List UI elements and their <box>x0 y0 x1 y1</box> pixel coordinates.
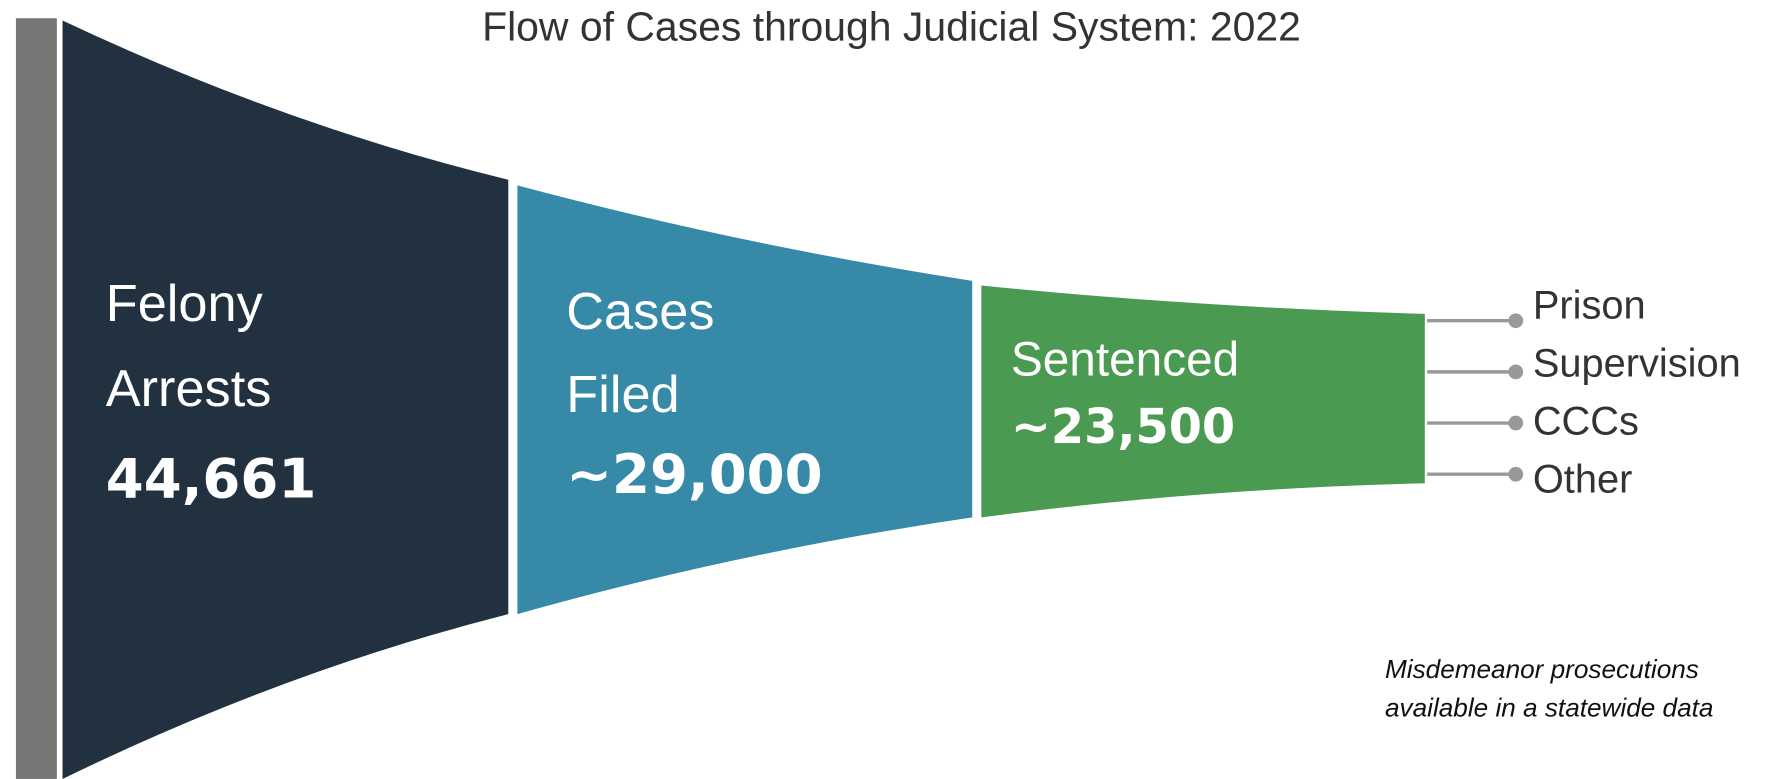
stage-label: Filed <box>566 366 679 424</box>
stage-value: ~23,500 <box>1011 400 1235 455</box>
connector-dot <box>1508 466 1524 482</box>
stage-label: Arrests <box>106 360 272 418</box>
stage-label: Felony <box>106 275 264 333</box>
note: Misdemeanor prosecutions <box>1385 654 1699 684</box>
stage-shape <box>981 285 1425 518</box>
stage-shape <box>62 20 509 779</box>
connector-dot <box>1508 415 1524 431</box>
connector-dot <box>1508 364 1524 380</box>
outcome-connectors <box>1427 313 1524 482</box>
source-bar <box>15 18 57 779</box>
stage-value: ~29,000 <box>566 442 822 506</box>
outcome-label: CCCs <box>1533 400 1639 444</box>
outcome-label: Prison <box>1533 284 1646 328</box>
stage-value: 44,661 <box>106 446 317 510</box>
stage-shape <box>517 185 973 615</box>
note: available in a statewide data <box>1385 693 1713 723</box>
stage-label: Sentenced <box>1011 333 1239 386</box>
connector-dot <box>1508 313 1524 329</box>
title: Flow of Cases through Judicial System: 2… <box>482 3 1301 49</box>
outcome-label: Supervision <box>1533 342 1741 386</box>
outcome-label: Other <box>1533 458 1633 502</box>
stage-label: Cases <box>566 283 714 341</box>
